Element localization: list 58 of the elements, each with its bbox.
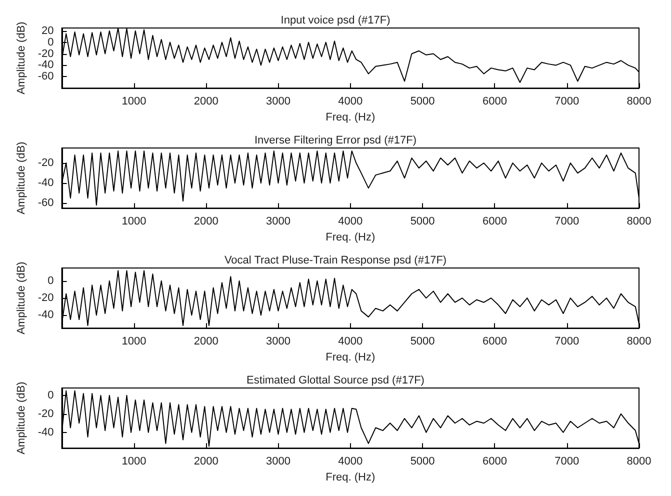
x-tick-label: 2000	[194, 336, 218, 348]
y-axis-title: Amplitude (dB)	[16, 142, 28, 214]
y-tick-label: -20	[38, 408, 54, 420]
x-tick-label: 3000	[266, 336, 290, 348]
x-tick-label: 5000	[410, 456, 435, 468]
x-tick-label: 1000	[122, 456, 146, 468]
x-tick-label: 8000	[626, 96, 652, 108]
y-axis-title: Amplitude (dB)	[16, 22, 28, 94]
y-tick-label: -20	[38, 292, 54, 304]
y-tick-label: -40	[38, 59, 54, 72]
x-tick-label: 6000	[482, 336, 507, 348]
y-tick-label: -40	[38, 177, 54, 190]
x-tick-label: 7000	[554, 456, 580, 468]
y-tick-label: 0	[48, 389, 54, 402]
x-tick-label: 6000	[482, 96, 507, 108]
x-tick-label: 1000	[122, 96, 146, 108]
x-axis-title: Freq. (Hz)	[326, 112, 376, 124]
x-tick-label: 1000	[122, 216, 146, 228]
x-tick-label: 8000	[626, 456, 652, 468]
x-tick-label: 4000	[338, 336, 363, 348]
x-tick-label: 6000	[482, 216, 507, 228]
x-tick-label: 3000	[266, 96, 290, 108]
x-tick-label: 4000	[338, 96, 363, 108]
x-tick-label: 2000	[194, 96, 218, 108]
y-tick-label: -40	[38, 426, 54, 438]
y-tick-label: 20	[42, 24, 54, 37]
x-tick-label: 7000	[554, 336, 580, 348]
x-tick-label: 5000	[410, 96, 435, 108]
y-tick-label: -60	[38, 197, 54, 210]
x-axis-title: Freq. (Hz)	[326, 352, 376, 364]
x-tick-label: 4000	[338, 216, 363, 228]
x-tick-label: 8000	[626, 216, 652, 228]
x-tick-label: 2000	[194, 456, 218, 468]
chart-title: Estimated Glottal Source psd (#17F)	[246, 374, 424, 386]
x-tick-label: 3000	[266, 456, 290, 468]
chart-title: Input voice psd (#17F)	[280, 14, 390, 26]
x-tick-label: 5000	[410, 216, 435, 228]
x-axis-title: Freq. (Hz)	[326, 472, 376, 484]
chart-title: Inverse Filtering Error psd (#17F)	[254, 134, 416, 146]
x-tick-label: 7000	[554, 96, 580, 108]
x-axis-title: Freq. (Hz)	[326, 232, 376, 244]
x-tick-label: 3000	[266, 216, 290, 228]
x-tick-label: 8000	[626, 336, 652, 348]
x-tick-label: 7000	[554, 216, 580, 228]
x-tick-label: 1000	[122, 336, 146, 348]
y-axis-title: Amplitude (dB)	[16, 382, 28, 454]
x-tick-label: 4000	[338, 456, 363, 468]
y-tick-label: -40	[38, 309, 54, 322]
y-tick-label: 0	[48, 36, 54, 48]
chart-title: Vocal Tract Pluse-Train Response psd (#17F)	[224, 254, 447, 266]
y-tick-label: -20	[38, 157, 54, 170]
x-tick-label: 6000	[482, 456, 507, 468]
y-tick-label: -20	[38, 48, 54, 60]
x-tick-label: 5000	[410, 336, 435, 348]
y-axis-title: Amplitude (dB)	[16, 262, 28, 334]
y-tick-label: 0	[48, 274, 54, 287]
x-tick-label: 2000	[194, 216, 218, 228]
y-tick-label: -60	[38, 70, 54, 83]
